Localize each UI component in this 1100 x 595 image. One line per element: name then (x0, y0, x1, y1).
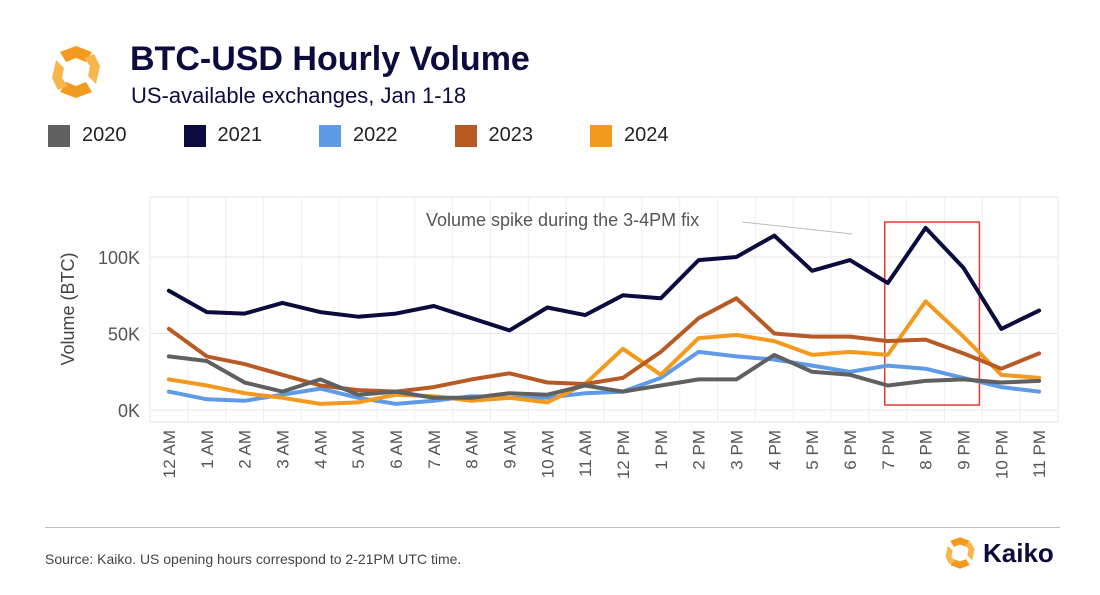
y-tick-label: 50K (108, 325, 140, 345)
legend-swatch-2021 (183, 124, 206, 147)
x-tick-label: 4 AM (311, 430, 330, 469)
legend: 2020 2021 2022 2023 2024 (48, 124, 709, 147)
x-tick-label: 8 AM (463, 430, 482, 469)
y-tick-label: 100K (98, 248, 140, 268)
x-tick-label: 12 PM (614, 430, 633, 479)
series-line-2020 (166, 352, 1042, 400)
annotation-leader (741, 221, 853, 235)
legend-item-2024: 2024 (590, 124, 669, 147)
kaiko-logo-icon (52, 46, 100, 98)
legend-item-2021: 2021 (183, 124, 263, 147)
legend-swatch-2023 (454, 124, 477, 147)
x-tick-label: 9 AM (500, 430, 519, 469)
legend-label-2023: 2023 (488, 124, 534, 146)
legend-swatch-2022 (319, 124, 341, 147)
legend-item-2023: 2023 (454, 124, 534, 147)
series-line-2023 (166, 296, 1042, 394)
x-tick-label: 1 AM (198, 430, 217, 469)
legend-label-2021: 2021 (217, 124, 263, 146)
y-tick-label: 0K (118, 401, 140, 421)
x-tick-label: 7 AM (425, 430, 444, 469)
kaiko-brand-icon (945, 537, 975, 569)
x-tick-label: 1 PM (652, 430, 671, 470)
legend-label-2024: 2024 (624, 124, 669, 146)
series-line-2022 (166, 349, 1042, 406)
chart-subtitle: US-available exchanges, Jan 1-18 (131, 83, 467, 108)
x-tick-label: 2 PM (690, 430, 709, 470)
series-line-2021 (166, 225, 1042, 333)
x-tick-label: 6 AM (387, 430, 406, 469)
highlight-box (884, 221, 981, 406)
x-tick-label: 11 PM (1030, 430, 1049, 478)
legend-swatch-2020 (48, 124, 70, 147)
source-note: Source: Kaiko. US opening hours correspo… (45, 551, 462, 567)
brand-name: Kaiko (983, 537, 1054, 568)
x-tick-label: 9 PM (954, 430, 973, 470)
x-tick-label: 10 AM (538, 430, 557, 478)
footer-divider (45, 527, 1060, 528)
chart-title: BTC-USD Hourly Volume (130, 40, 530, 78)
x-tick-label: 10 PM (992, 430, 1011, 479)
x-tick-label: 2 AM (236, 430, 255, 469)
x-tick-label: 5 PM (803, 430, 822, 470)
x-tick-label: 7 PM (879, 430, 898, 470)
legend-label-2022: 2022 (353, 124, 398, 146)
x-tick-label: 5 AM (349, 430, 368, 469)
x-tick-label: 3 PM (727, 430, 746, 470)
x-tick-label: 4 PM (765, 430, 784, 470)
x-tick-label: 11 AM (576, 430, 595, 477)
brand: Kaiko (943, 536, 1054, 570)
annotation-text: Volume spike during the 3-4PM fix (426, 210, 699, 230)
legend-item-2022: 2022 (319, 124, 398, 147)
x-tick-label: 3 AM (273, 430, 292, 469)
y-axis-label: Volume (BTC) (58, 252, 78, 365)
x-tick-label: 6 PM (841, 430, 860, 470)
legend-swatch-2024 (590, 124, 612, 147)
legend-label-2020: 2020 (82, 124, 127, 146)
legend-item-2020: 2020 (48, 124, 127, 147)
x-tick-label: 12 AM (160, 430, 179, 478)
series-line-2024 (166, 299, 1042, 406)
x-tick-label: 8 PM (917, 430, 936, 470)
line-chart: 0K 50K 100K Volume (BTC) 12 AM 1 AM 2 AM 3 AM 4 … (58, 196, 1059, 479)
